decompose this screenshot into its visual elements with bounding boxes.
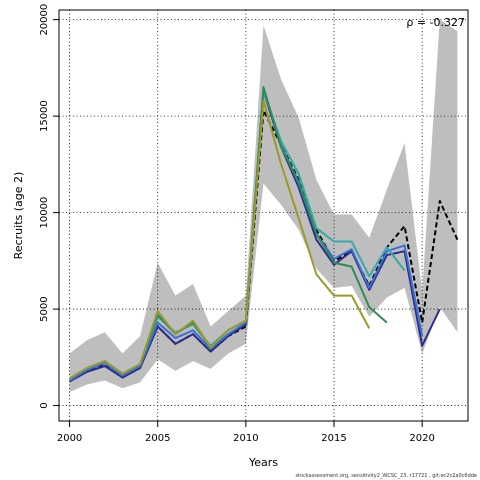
y-tick-label: 20000 <box>39 4 50 36</box>
x-tick-label: 2010 <box>233 433 258 444</box>
x-axis: 2000 2005 2010 2015 2020 <box>57 420 435 444</box>
x-tick-label: 2000 <box>57 433 82 444</box>
series-line-5 <box>69 99 371 380</box>
x-tick-label: 2020 <box>409 433 434 444</box>
y-tick-label: 10000 <box>39 197 50 229</box>
rho-annotation: ρ = -0.327 <box>406 16 465 29</box>
series-line-2 <box>69 88 424 382</box>
confidence-band-layer <box>69 19 458 393</box>
x-tick-label: 2005 <box>145 433 170 444</box>
y-tick-label: 0 <box>39 402 50 408</box>
x-tick-label: 2015 <box>321 433 346 444</box>
confidence-band <box>69 19 458 393</box>
source-caption: stockassessment.org, sensitivity2_WCSC_2… <box>295 473 477 479</box>
y-tick-label: 5000 <box>39 296 50 321</box>
series-layer <box>69 86 459 383</box>
y-axis-label: Recruits (age 2) <box>12 172 25 260</box>
x-axis-label: Years <box>248 456 278 469</box>
y-tick-label: 15000 <box>39 100 50 132</box>
y-axis: 0 5000 10000 15000 20000 <box>39 4 59 409</box>
